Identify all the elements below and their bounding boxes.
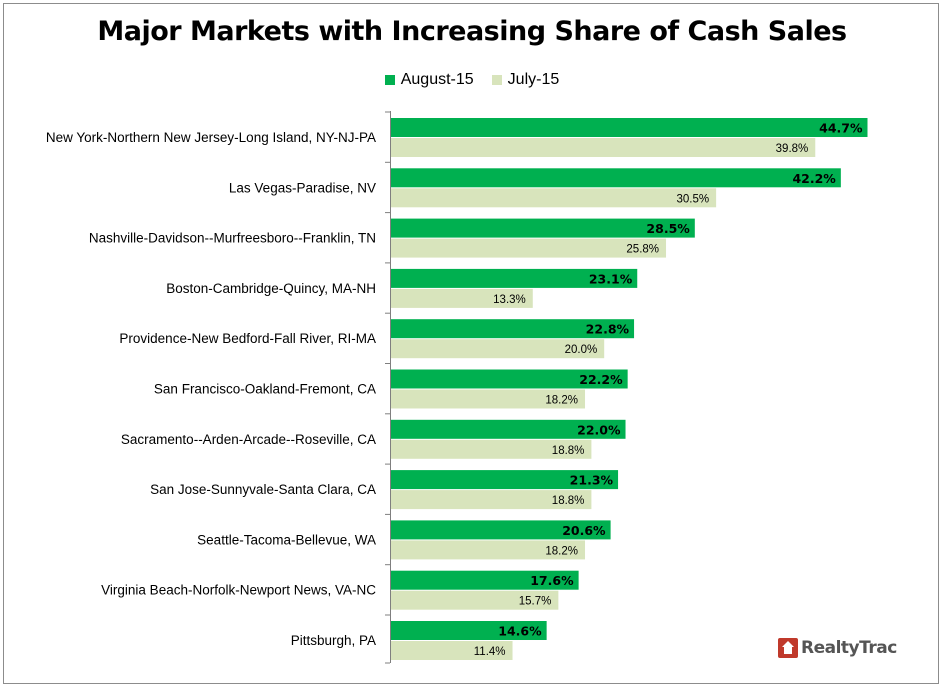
bar-july [391,339,605,359]
logo-text: RealtyTrac [801,638,897,658]
category-label: New York-Northern New Jersey-Long Island… [46,130,376,145]
data-label-july: 18.2% [545,395,578,407]
bar-august [391,621,547,640]
data-label-august: 44.7% [819,121,863,136]
house-icon [778,638,798,658]
bar-august [391,118,868,137]
data-label-july: 15.7% [519,596,552,608]
bar-july [391,641,513,660]
category-label: Nashville-Davidson--Murfreesboro--Frankl… [89,231,376,246]
category-label: Boston-Cambridge-Quincy, MA-NH [166,281,376,296]
data-label-august: 23.1% [589,271,633,286]
data-label-july: 11.4% [474,646,506,658]
legend-label-august: August-15 [400,71,474,88]
legend-item-august: August-15 [384,71,474,89]
bar-july [391,540,586,560]
data-label-august: 21.3% [570,473,614,488]
bar-august [391,470,619,490]
bar-july [391,188,717,208]
data-label-august: 17.6% [530,573,574,588]
bar-july [391,288,533,308]
data-label-july: 30.5% [677,193,710,205]
category-label: Seattle-Tacoma-Bellevue, WA [197,532,376,547]
data-label-august: 22.8% [586,322,630,337]
bar-august [391,319,635,339]
data-label-july: 13.3% [493,294,526,306]
bar-august [391,369,628,389]
legend-swatch-july [491,75,502,85]
data-label-july: 18.8% [552,495,585,507]
bar-august [391,570,579,590]
data-label-august: 28.5% [646,221,690,236]
bar-august [391,218,695,238]
data-label-july: 18.8% [552,445,585,457]
data-label-july: 39.8% [776,143,809,155]
data-label-august: 14.6% [498,624,542,639]
data-label-august: 42.2% [792,171,836,186]
chart-legend: August-15 July-15 [0,71,944,89]
bar-july [391,238,667,258]
category-label: Sacramento--Arden-Arcade--Roseville, CA [121,432,376,447]
category-label: San Francisco-Oakland-Fremont, CA [154,382,376,397]
bar-july [391,490,592,510]
data-label-august: 22.0% [577,422,621,437]
data-label-july: 25.8% [626,244,659,256]
data-label-july: 20.0% [565,344,598,356]
bar-august [391,520,611,540]
category-label: San Jose-Sunnyvale-Santa Clara, CA [150,482,376,497]
bar-july [391,439,592,459]
bar-august [391,268,638,288]
category-label: Las Vegas-Paradise, NV [229,180,376,195]
bar-july [391,138,816,157]
legend-swatch-august [384,75,395,85]
legend-label-july: July-15 [507,71,560,88]
category-label: Virginia Beach-Norfolk-Newport News, VA-… [101,583,376,598]
data-label-august: 20.6% [562,523,606,538]
bar-july [391,389,586,409]
category-label: Pittsburgh, PA [291,633,376,648]
legend-item-july: July-15 [491,71,560,89]
data-label-august: 22.2% [579,372,623,387]
category-label: Providence-New Bedford-Fall River, RI-MA [119,331,376,346]
bar-july [391,590,559,610]
bar-august [391,419,626,439]
bar-august [391,168,841,188]
realtytrac-logo: RealtyTrac [778,638,897,658]
chart-title: Major Markets with Increasing Share of C… [97,16,847,47]
data-label-july: 18.2% [545,545,578,557]
